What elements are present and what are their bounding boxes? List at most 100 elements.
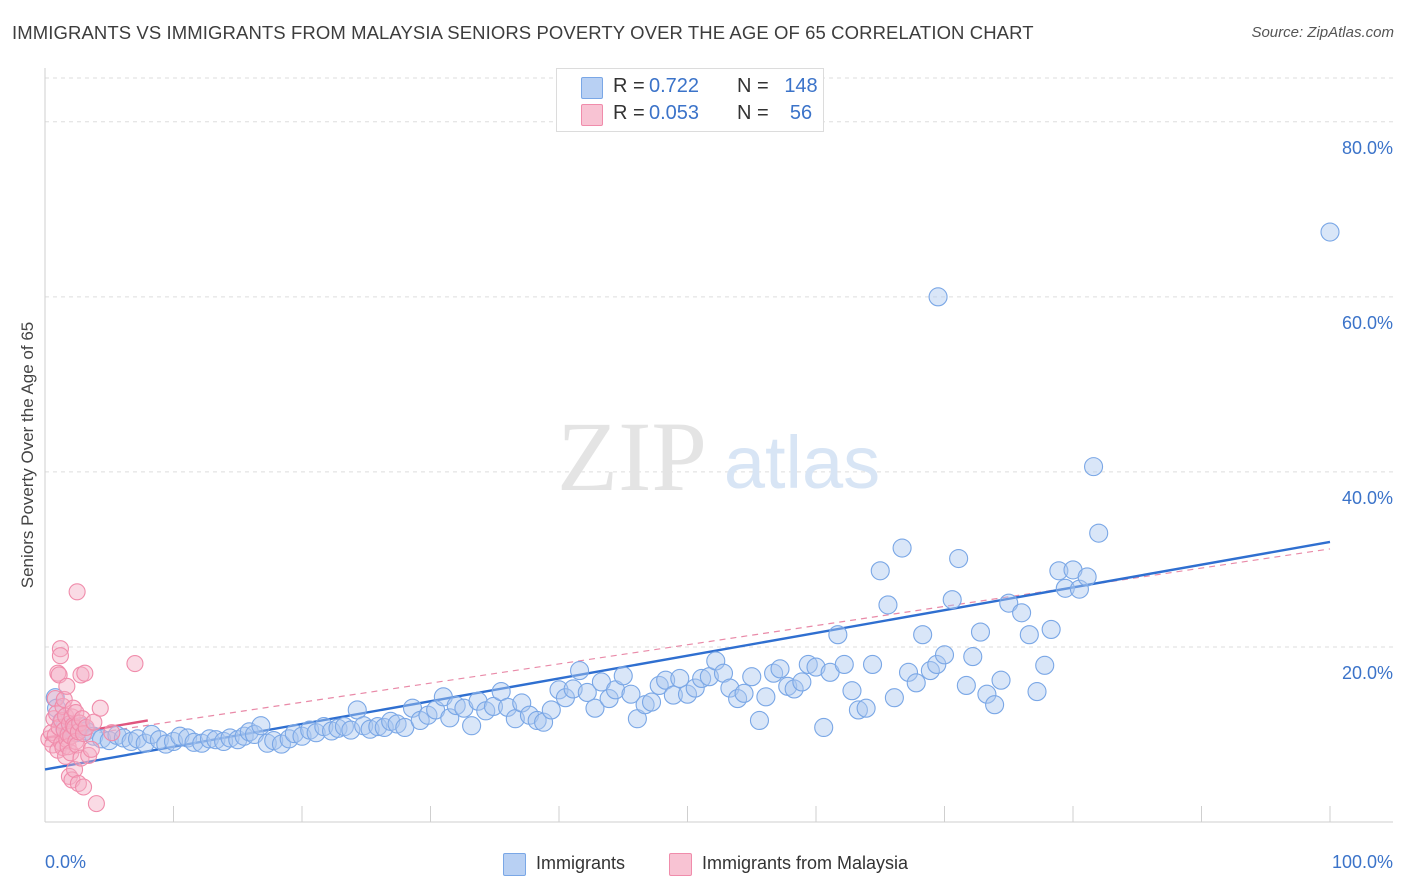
point-immigrants <box>749 710 770 731</box>
watermark-zip: ZIP <box>557 401 707 512</box>
point-immigrants <box>913 625 933 645</box>
point-immigrants <box>1084 457 1104 477</box>
point-immigrants <box>784 679 804 699</box>
point-immigrants <box>1089 523 1109 543</box>
point-malaysia <box>91 699 109 717</box>
point-immigrants <box>814 717 834 738</box>
point-immigrants <box>570 661 590 681</box>
point-immigrants <box>985 695 1005 715</box>
point-immigrants <box>928 287 948 307</box>
point-immigrants <box>534 712 554 732</box>
point-immigrants <box>1077 567 1097 587</box>
point-immigrants <box>1035 655 1055 675</box>
point-immigrants <box>685 678 705 698</box>
trend-immigrants <box>44 540 1331 771</box>
point-immigrants <box>446 696 466 716</box>
point-immigrants <box>856 698 876 718</box>
point-immigrants <box>828 625 848 645</box>
point-immigrants <box>341 720 361 740</box>
point-immigrants <box>663 685 683 705</box>
point-immigrants <box>728 689 748 709</box>
trend-malaysia-dashed <box>44 548 1331 742</box>
data-points <box>40 222 1340 813</box>
point-immigrants <box>692 668 712 689</box>
point-immigrants <box>440 708 460 728</box>
point-immigrants <box>656 670 676 690</box>
point-immigrants <box>577 682 597 703</box>
legend-n-label: N = <box>737 75 769 97</box>
chart-title: IMMIGRANTS VS IMMIGRANTS FROM MALAYSIA S… <box>12 22 1034 43</box>
point-malaysia <box>76 664 94 682</box>
point-immigrants <box>649 675 669 696</box>
point-immigrants <box>170 726 190 746</box>
legend-r-label: R = <box>613 75 645 97</box>
point-malaysia <box>87 795 105 813</box>
point-immigrants <box>963 647 983 667</box>
point-immigrants <box>549 680 569 700</box>
point-malaysia <box>67 704 85 722</box>
point-immigrants <box>1069 579 1089 599</box>
y-tick-label: 80.0% <box>1342 138 1393 158</box>
point-malaysia <box>58 677 76 695</box>
point-immigrants <box>677 684 698 704</box>
legend-swatch-malaysia <box>581 104 603 126</box>
point-malaysia <box>75 778 93 796</box>
point-immigrants <box>199 729 220 749</box>
point-immigrants <box>368 717 388 737</box>
bottom-legend-swatch-malaysia <box>669 853 692 876</box>
point-immigrants <box>1012 603 1032 623</box>
point-immigrants <box>306 723 326 743</box>
legend-r-value: 0.053 <box>649 102 700 124</box>
point-immigrants <box>483 696 504 717</box>
point-immigrants <box>498 697 518 717</box>
point-malaysia <box>68 583 86 601</box>
point-immigrants <box>798 654 818 674</box>
point-immigrants <box>468 691 488 711</box>
point-immigrants <box>742 667 762 687</box>
point-immigrants <box>756 687 776 707</box>
point-immigrants <box>541 700 561 720</box>
point-immigrants <box>898 662 919 682</box>
point-immigrants <box>527 710 547 731</box>
stats-legend: R = 0.722 N = 148 R = 0.053 N = 56 <box>556 68 824 132</box>
legend-n-label: N = <box>737 102 769 124</box>
point-immigrants <box>934 645 955 665</box>
tick-labels: 20.0% 40.0% 60.0% 80.0% 0.0% 100.0% <box>45 138 1393 872</box>
point-immigrants <box>1041 619 1061 639</box>
point-immigrants <box>670 668 690 689</box>
point-immigrants <box>641 692 662 712</box>
point-immigrants <box>991 670 1011 690</box>
point-immigrants <box>1027 682 1047 702</box>
point-malaysia <box>126 655 144 673</box>
point-immigrants <box>706 651 726 671</box>
x-tick-label: 100.0% <box>1332 852 1393 872</box>
point-immigrants <box>892 538 912 558</box>
point-immigrants <box>1049 561 1069 581</box>
point-immigrants <box>462 716 482 736</box>
point-immigrants <box>239 722 259 742</box>
point-immigrants <box>834 654 854 674</box>
axes <box>44 68 1393 823</box>
point-immigrants <box>292 726 312 746</box>
point-malaysia <box>82 740 100 758</box>
point-immigrants <box>942 590 962 610</box>
y-axis-title: Seniors Poverty Over the Age of 65 <box>18 321 37 589</box>
point-immigrants <box>184 732 204 752</box>
point-immigrants <box>848 700 868 720</box>
point-immigrants <box>613 666 633 686</box>
point-immigrants <box>251 716 271 736</box>
point-immigrants <box>163 731 184 752</box>
point-immigrants <box>878 595 898 615</box>
point-immigrants <box>1055 578 1075 598</box>
point-immigrants <box>284 724 304 744</box>
point-malaysia <box>51 647 69 665</box>
y-tick-label: 20.0% <box>1342 663 1393 683</box>
point-immigrants <box>563 679 583 699</box>
point-immigrants <box>512 693 532 713</box>
point-immigrants <box>220 728 240 748</box>
point-immigrants <box>360 719 380 739</box>
point-immigrants <box>621 684 641 704</box>
point-immigrants <box>792 672 812 692</box>
legend-r-label: R = <box>613 102 645 124</box>
